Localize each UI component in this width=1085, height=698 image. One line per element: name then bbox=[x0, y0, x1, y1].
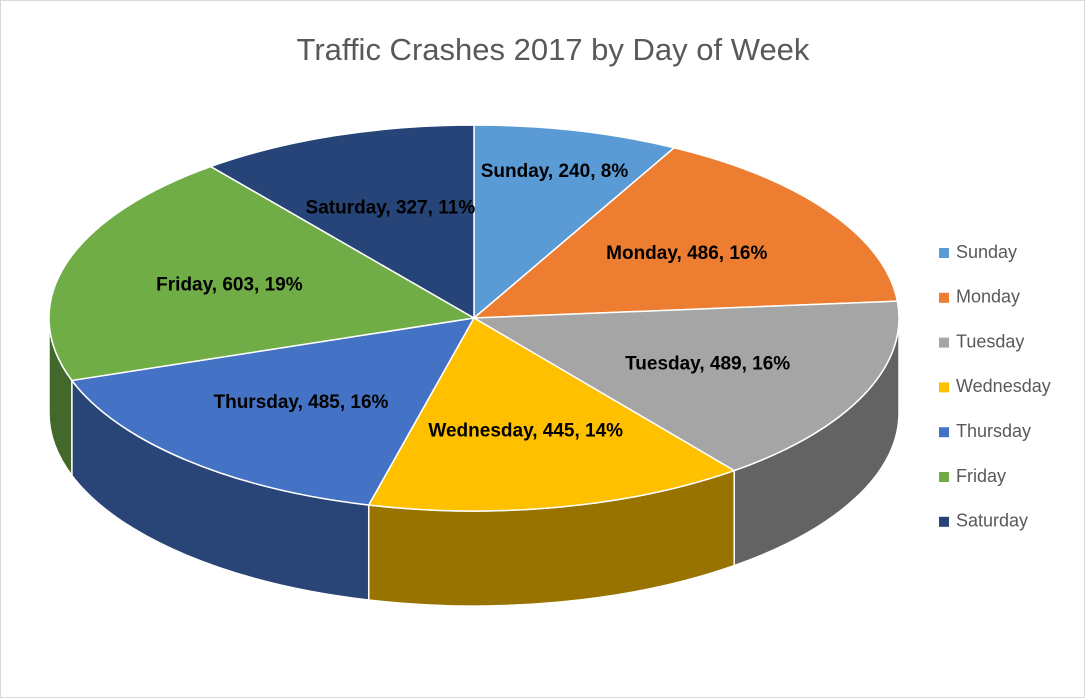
slice bbox=[367, 316, 737, 512]
legend-label: Thursday bbox=[956, 421, 1031, 441]
legend-label: Saturday bbox=[956, 511, 1028, 531]
chart-title: Traffic Crashes 2017 by Day of Week bbox=[297, 32, 810, 67]
data-label: Tuesday, 489, 16% bbox=[625, 353, 790, 374]
legend-marker bbox=[939, 427, 949, 438]
slice bbox=[473, 124, 676, 320]
slice bbox=[48, 165, 477, 382]
data-label: Saturday, 327, 11% bbox=[306, 198, 476, 219]
slice bbox=[471, 146, 899, 319]
legend-marker bbox=[939, 472, 949, 482]
slice bbox=[208, 124, 475, 320]
legend-marker bbox=[939, 337, 949, 348]
legend-marker bbox=[939, 382, 949, 393]
data-label: Sunday, 240, 8% bbox=[481, 161, 629, 182]
legend-marker bbox=[939, 292, 949, 303]
slice bbox=[471, 300, 900, 472]
legend-label: Monday bbox=[956, 287, 1020, 307]
legend-marker bbox=[939, 516, 949, 527]
legend-label: Sunday bbox=[956, 242, 1017, 262]
legend-label: Tuesday bbox=[956, 331, 1024, 351]
slice bbox=[70, 317, 476, 506]
data-label: Friday, 603, 19% bbox=[156, 274, 303, 295]
data-label: Thursday, 485, 16% bbox=[213, 392, 388, 413]
legend-label: Wednesday bbox=[956, 376, 1051, 396]
legend-marker bbox=[939, 248, 949, 258]
data-label: Wednesday, 445, 14% bbox=[428, 420, 623, 441]
legend-label: Friday bbox=[956, 466, 1006, 486]
data-label: Monday, 486, 16% bbox=[606, 243, 767, 264]
